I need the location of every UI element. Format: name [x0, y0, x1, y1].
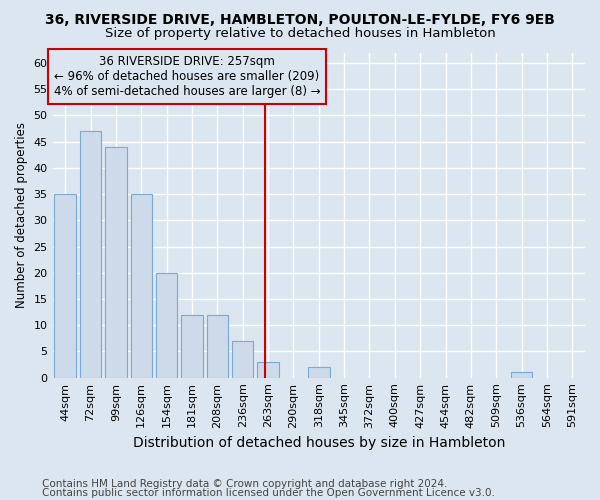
Text: Contains HM Land Registry data © Crown copyright and database right 2024.: Contains HM Land Registry data © Crown c…: [42, 479, 448, 489]
Bar: [80, 131, 101, 378]
Bar: [206, 314, 228, 378]
Bar: [55, 194, 76, 378]
Bar: [511, 372, 532, 378]
Bar: [232, 341, 253, 378]
Bar: [131, 194, 152, 378]
Y-axis label: Number of detached properties: Number of detached properties: [15, 122, 28, 308]
Bar: [181, 314, 203, 378]
Bar: [257, 362, 279, 378]
Text: 36 RIVERSIDE DRIVE: 257sqm
← 96% of detached houses are smaller (209)
4% of semi: 36 RIVERSIDE DRIVE: 257sqm ← 96% of deta…: [53, 55, 320, 98]
Bar: [105, 147, 127, 378]
Text: Size of property relative to detached houses in Hambleton: Size of property relative to detached ho…: [104, 28, 496, 40]
Text: 36, RIVERSIDE DRIVE, HAMBLETON, POULTON-LE-FYLDE, FY6 9EB: 36, RIVERSIDE DRIVE, HAMBLETON, POULTON-…: [45, 12, 555, 26]
Text: Contains public sector information licensed under the Open Government Licence v3: Contains public sector information licen…: [42, 488, 495, 498]
Bar: [156, 273, 178, 378]
X-axis label: Distribution of detached houses by size in Hambleton: Distribution of detached houses by size …: [133, 436, 505, 450]
Bar: [308, 367, 329, 378]
